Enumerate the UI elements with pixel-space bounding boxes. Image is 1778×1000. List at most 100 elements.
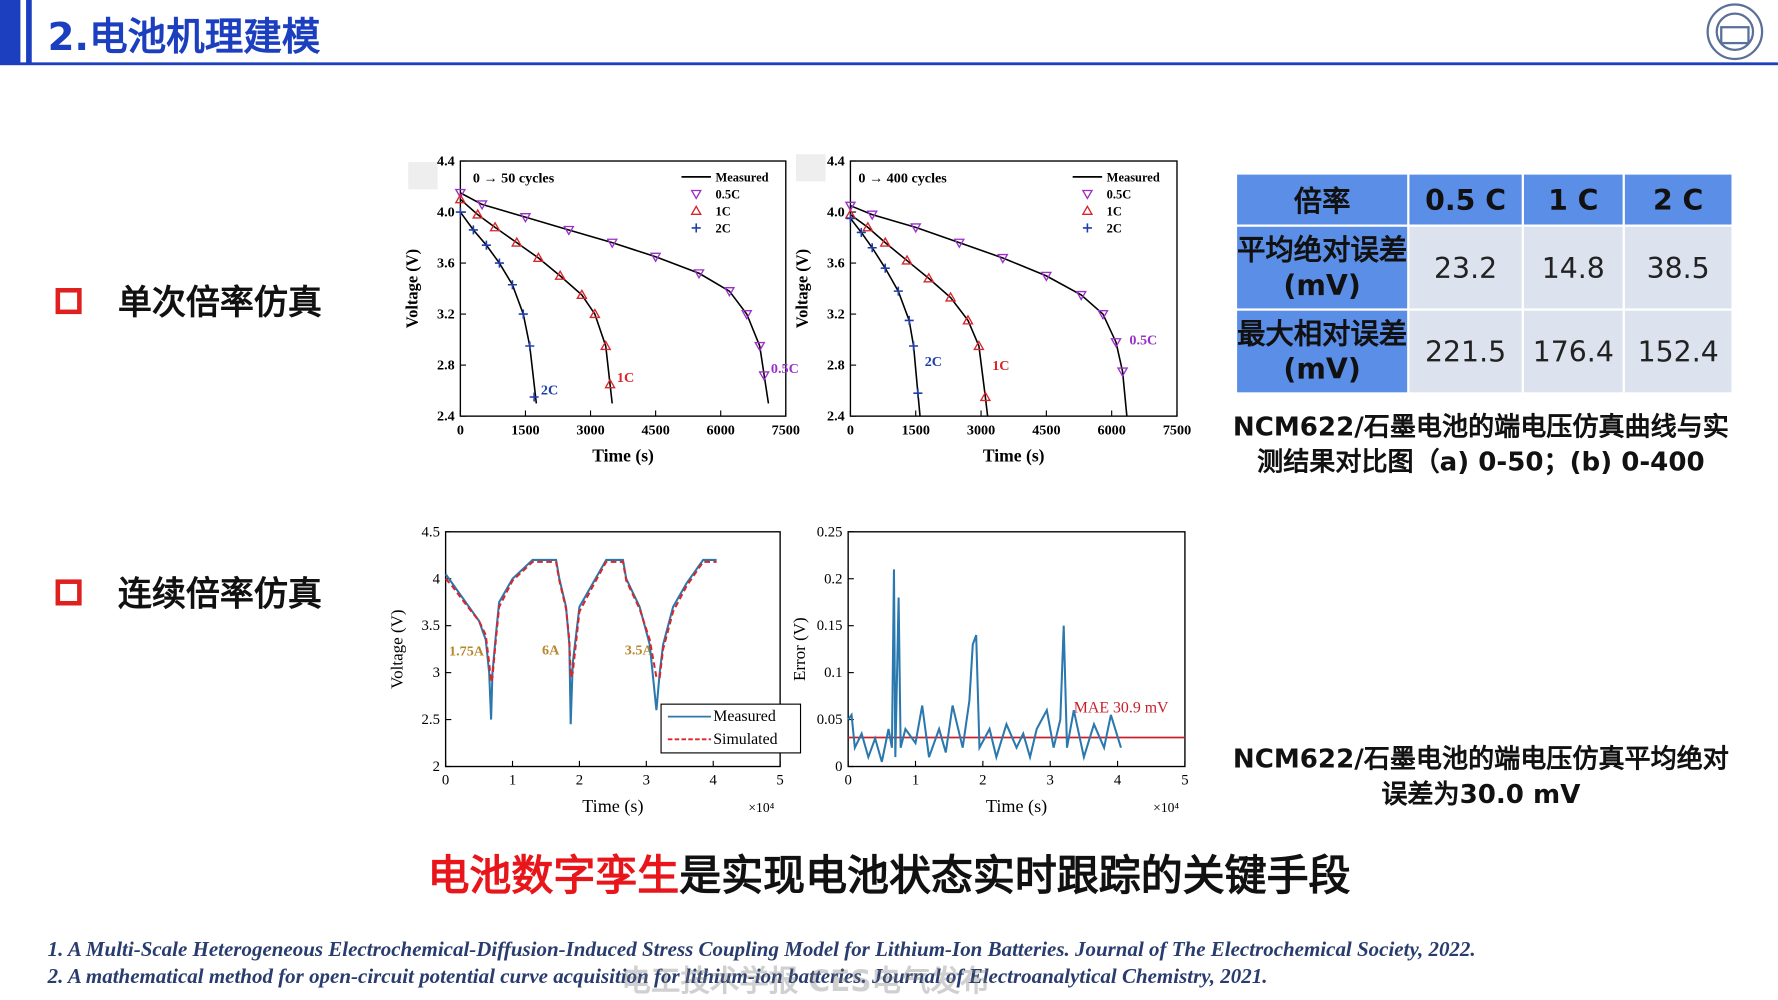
- table-cell: 176.4: [1521, 308, 1625, 395]
- marker: [973, 340, 985, 351]
- marker: [525, 341, 535, 351]
- table-cell: 152.4: [1622, 308, 1734, 395]
- marker: [879, 236, 891, 247]
- y-tick-label: 3.6: [437, 256, 455, 272]
- marker: [455, 207, 465, 217]
- bullet-text: 单次倍率仿真: [118, 283, 322, 323]
- curve-label: 0.5C: [771, 361, 799, 377]
- marker: [519, 213, 532, 224]
- highlight-black: 是实现电池状态实时跟踪的关键手段: [679, 851, 1351, 901]
- table-header: 0.5 C: [1407, 172, 1524, 227]
- curve-label: 1C: [617, 370, 634, 386]
- series-line: [459, 192, 770, 404]
- legend-label: Measured: [1107, 170, 1160, 184]
- legend-label: 1C: [1107, 204, 1122, 218]
- marker: [693, 269, 705, 280]
- reference: 1. A Multi-Scale Heterogeneous Electroch…: [47, 938, 1476, 962]
- y-tick-label: 0.1: [824, 665, 842, 681]
- legend-label: 2C: [1107, 221, 1122, 235]
- reference: 2. A mathematical method for open-circui…: [47, 966, 1268, 989]
- x-tick-label: 3: [643, 773, 650, 789]
- y-tick-label: 2.5: [422, 712, 440, 728]
- caption: NCM622/石墨电池的端电压仿真曲线与实测结果对比图（a) 0-50；(b) …: [1232, 412, 1729, 478]
- marker: [1040, 271, 1053, 282]
- marker: [576, 289, 588, 300]
- x-tick-label: 7500: [772, 422, 800, 438]
- y-axis-label: Voltage (V): [402, 249, 421, 328]
- marker: [844, 201, 857, 212]
- marker: [845, 213, 855, 223]
- y-tick-label: 3.2: [437, 307, 455, 323]
- marker: [690, 189, 702, 200]
- x-tick-label: 1: [912, 773, 919, 789]
- table-header: 倍率: [1234, 172, 1410, 227]
- marker: [862, 221, 874, 232]
- bullet-text: 连续倍率仿真: [118, 575, 322, 615]
- marker: [1082, 223, 1092, 233]
- y-tick-label: 3.6: [827, 256, 845, 272]
- annotation: 0 → 50 cycles: [473, 171, 555, 187]
- x-axis-label: Time (s): [582, 796, 643, 817]
- annotation: 0 → 400 cycles: [858, 171, 947, 187]
- row-label: 最大相对误差(mV): [1234, 308, 1410, 395]
- marker: [979, 391, 992, 402]
- legend-label: 0.5C: [1107, 187, 1132, 201]
- x-tick-label: 4: [710, 773, 718, 789]
- y-axis-label: Voltage (V): [388, 609, 407, 688]
- logo: [1706, 3, 1764, 61]
- table-cell: 14.8: [1521, 224, 1625, 311]
- page-title: 2.电池机理建模: [48, 15, 321, 60]
- title-rule: [0, 62, 1778, 66]
- x-tick-label: 3: [1047, 773, 1054, 789]
- marker: [563, 225, 575, 236]
- legend-label: Measured: [715, 170, 768, 184]
- x-tick-label: 0: [844, 773, 851, 789]
- y-tick-label: 4.0: [827, 205, 845, 221]
- title-block: [0, 0, 21, 65]
- y-tick-label: 4.4: [827, 154, 845, 170]
- y-tick-label: 2.4: [437, 409, 455, 425]
- marker: [454, 193, 467, 204]
- x-tick-label: 4: [1114, 773, 1122, 789]
- x-tick-label: 5: [1181, 773, 1188, 789]
- panel-tag: [408, 162, 438, 190]
- annotation: 3.5A: [625, 642, 654, 658]
- marker: [944, 291, 957, 302]
- table-cell: 38.5: [1622, 224, 1734, 311]
- marker: [1081, 204, 1094, 215]
- marker: [1116, 367, 1129, 378]
- bullet-icon: [55, 288, 82, 315]
- x-tick-label: 3000: [967, 422, 995, 438]
- x-axis-label: Time (s): [983, 445, 1045, 465]
- marker: [923, 272, 935, 283]
- y-tick-label: 0: [835, 759, 842, 775]
- marker: [856, 227, 866, 237]
- marker: [1075, 290, 1087, 301]
- x-axis-label: Time (s): [592, 445, 654, 465]
- x-axis-label: Time (s): [986, 796, 1047, 817]
- row-label: 平均绝对误差(mV): [1234, 224, 1410, 311]
- table-cell: 221.5: [1407, 308, 1524, 395]
- table-cell: 23.2: [1407, 224, 1524, 311]
- x-tick-label: 2: [979, 773, 986, 789]
- curve-label: 2C: [541, 383, 558, 399]
- marker: [476, 200, 488, 211]
- y-tick-label: 3: [433, 665, 440, 681]
- y-tick-label: 2.8: [437, 358, 455, 374]
- marker: [953, 238, 965, 249]
- x-tick-label: 0: [847, 422, 854, 438]
- x-tick-label: 1500: [511, 422, 539, 438]
- y-tick-label: 3.5: [422, 618, 440, 634]
- bullet-icon: [55, 579, 82, 606]
- marker: [866, 210, 878, 221]
- y-tick-label: 4: [433, 571, 441, 587]
- marker: [604, 378, 616, 389]
- x-tick-label: 1500: [902, 422, 930, 438]
- curve-label: 0.5C: [1129, 332, 1157, 348]
- marker: [507, 280, 517, 290]
- marker: [489, 221, 501, 232]
- marker: [472, 208, 484, 219]
- y-axis-label: Voltage (V): [792, 249, 811, 328]
- caption: NCM622/石墨电池的端电压仿真平均绝对误差为30.0 mV: [1232, 744, 1729, 810]
